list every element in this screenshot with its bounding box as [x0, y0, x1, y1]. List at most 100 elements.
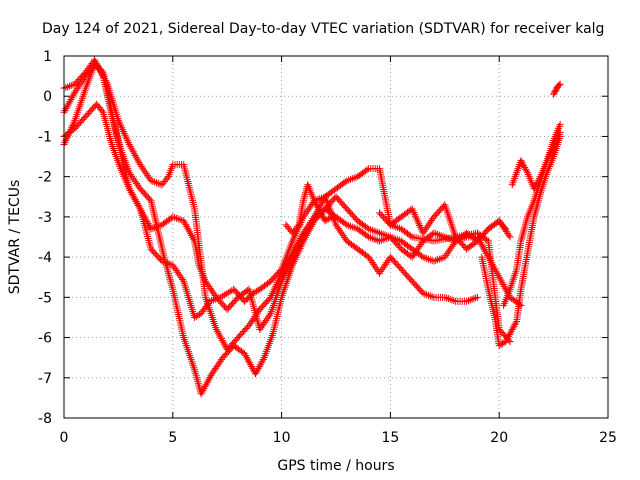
data-point-marker — [430, 257, 438, 265]
data-point-marker — [395, 224, 403, 232]
data-point-marker — [450, 297, 458, 305]
data-point-marker — [367, 257, 375, 265]
data-point-marker — [307, 202, 315, 210]
data-point-marker — [338, 230, 346, 238]
data-point-marker — [247, 318, 255, 326]
data-point-marker — [261, 318, 269, 326]
data-point-marker — [501, 284, 509, 292]
data-point-marker — [214, 361, 222, 369]
data-point-marker — [371, 262, 379, 270]
data-point-marker — [415, 242, 423, 250]
data-point-marker — [392, 223, 400, 231]
data-point-marker — [556, 80, 564, 88]
data-point-marker — [172, 214, 180, 222]
data-point-marker — [206, 284, 214, 292]
data-point-marker — [127, 188, 135, 196]
data-point-marker — [207, 372, 215, 380]
data-point-marker — [129, 192, 137, 200]
data-point-marker — [294, 242, 302, 250]
data-point-marker — [181, 219, 189, 227]
data-point-marker — [125, 140, 133, 148]
data-point-marker — [378, 266, 386, 274]
data-point-marker — [510, 322, 518, 330]
data-point-marker — [395, 236, 403, 244]
data-point-marker — [511, 321, 519, 329]
data-point-marker — [209, 288, 217, 296]
data-point-marker — [70, 90, 78, 98]
data-point-marker — [506, 233, 514, 241]
data-point-marker — [169, 213, 177, 221]
data-point-marker — [423, 254, 431, 262]
data-point-marker — [76, 81, 84, 89]
data-point-marker — [419, 289, 427, 297]
data-point-marker — [131, 151, 139, 159]
data-point-marker — [328, 213, 336, 221]
data-point-marker — [352, 224, 360, 232]
data-point-marker — [69, 92, 77, 100]
data-point-marker — [216, 333, 224, 341]
data-point-marker — [290, 249, 298, 257]
data-point-marker — [385, 234, 393, 242]
data-point-marker — [318, 198, 326, 206]
data-point-marker — [556, 128, 564, 136]
data-point-marker — [249, 364, 257, 372]
data-point-marker — [100, 73, 108, 81]
data-point-marker — [417, 241, 425, 249]
data-point-marker — [499, 222, 507, 230]
data-point-marker — [495, 217, 503, 225]
data-point-marker — [425, 220, 433, 228]
data-point-marker — [137, 162, 145, 170]
data-point-marker — [491, 266, 499, 274]
data-point-marker — [90, 56, 98, 64]
data-point-marker — [141, 168, 149, 176]
series-arc-8 — [550, 80, 564, 98]
data-point-marker — [536, 174, 544, 182]
data-point-marker — [213, 363, 221, 371]
data-point-marker — [383, 258, 391, 266]
data-point-marker — [446, 295, 454, 303]
data-point-marker — [477, 240, 485, 248]
data-point-marker — [208, 370, 216, 378]
data-point-marker — [142, 216, 150, 224]
data-point-marker — [61, 106, 69, 114]
x-tick-label: 15 — [381, 430, 399, 446]
data-point-marker — [102, 76, 110, 84]
data-point-marker — [101, 75, 109, 83]
data-point-marker — [212, 364, 220, 372]
data-point-marker — [430, 229, 438, 237]
data-point-marker — [384, 257, 392, 265]
data-point-marker — [319, 212, 327, 220]
data-point-marker — [363, 224, 371, 232]
data-point-marker — [365, 253, 373, 261]
data-point-marker — [350, 174, 358, 182]
data-point-marker — [488, 260, 496, 268]
data-point-marker — [199, 386, 207, 394]
data-point-marker — [468, 295, 476, 303]
data-point-marker — [140, 166, 148, 174]
data-point-marker — [133, 199, 141, 207]
data-point-marker — [419, 253, 427, 261]
series-arc-1 — [60, 60, 514, 346]
data-point-marker — [130, 150, 138, 158]
data-point-marker — [448, 242, 456, 250]
data-point-marker — [190, 235, 198, 243]
data-point-marker — [480, 246, 488, 254]
data-point-marker — [176, 216, 184, 224]
data-point-marker — [556, 120, 564, 128]
data-point-marker — [163, 174, 171, 182]
data-point-marker — [366, 226, 374, 234]
x-tick-label: 10 — [273, 430, 291, 446]
data-point-marker — [200, 384, 208, 392]
data-point-marker — [304, 224, 312, 232]
data-point-marker — [435, 255, 443, 263]
data-point-marker — [201, 383, 209, 391]
data-point-marker — [296, 238, 304, 246]
data-point-marker — [171, 214, 179, 222]
data-point-marker — [365, 225, 373, 233]
data-point-marker — [144, 219, 152, 227]
data-point-marker — [143, 171, 151, 179]
data-point-marker — [368, 258, 376, 266]
data-point-marker — [256, 326, 264, 334]
data-point-marker — [134, 201, 142, 209]
